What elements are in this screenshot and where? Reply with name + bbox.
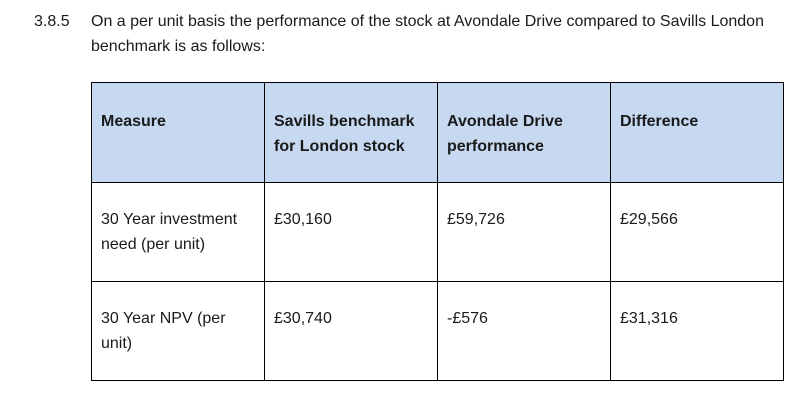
cell-measure: 30 Year NPV (per unit) (91, 281, 265, 381)
benchmark-table: Measure Savills benchmark for London sto… (91, 82, 784, 381)
table-row: 30 Year investment need (per unit) £30,1… (91, 182, 784, 282)
cell-difference: £31,316 (610, 281, 784, 381)
cell-savills-benchmark: £30,160 (264, 182, 438, 282)
cell-savills-benchmark: £30,740 (264, 281, 438, 381)
table-row: 30 Year NPV (per unit) £30,740 -£576 £31… (91, 281, 784, 381)
cell-avondale-performance: -£576 (437, 281, 611, 381)
paragraph-text: On a per unit basis the performance of t… (91, 13, 764, 55)
header-avondale-performance: Avondale Drive performance (437, 82, 611, 183)
table-header-row: Measure Savills benchmark for London sto… (91, 82, 784, 183)
cell-avondale-performance: £59,726 (437, 182, 611, 282)
cell-measure: 30 Year investment need (per unit) (91, 182, 265, 282)
header-savills-benchmark: Savills benchmark for London stock (264, 82, 438, 183)
cell-difference: £29,566 (610, 182, 784, 282)
header-measure: Measure (91, 82, 265, 183)
header-difference: Difference (610, 82, 784, 183)
paragraph-number: 3.8.5 (34, 13, 70, 30)
